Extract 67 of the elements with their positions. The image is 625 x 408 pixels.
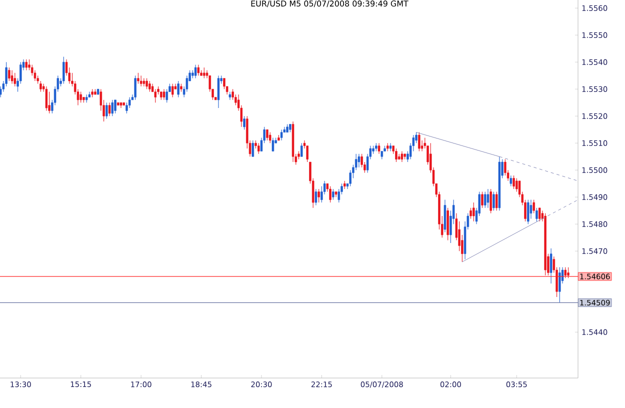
candlestick bbox=[530, 200, 532, 219]
candlestick bbox=[154, 88, 157, 103]
candlestick bbox=[300, 142, 303, 157]
candlestick bbox=[228, 92, 232, 100]
candlestick bbox=[14, 72, 16, 87]
candlestick bbox=[258, 142, 260, 154]
candlestick bbox=[272, 137, 274, 152]
candlestick bbox=[395, 148, 398, 162]
candlestick bbox=[492, 191, 495, 211]
candlestick bbox=[472, 202, 475, 222]
candlestick bbox=[108, 102, 111, 116]
candlestick bbox=[62, 56, 65, 84]
candlestick bbox=[332, 188, 334, 200]
candlestick bbox=[550, 248, 552, 284]
candlestick bbox=[146, 78, 148, 90]
candlestick bbox=[567, 267, 570, 278]
candlestick bbox=[137, 72, 140, 84]
candlestick bbox=[495, 191, 498, 211]
candlestick bbox=[266, 129, 268, 141]
candlestick bbox=[142, 78, 146, 87]
candlestick bbox=[481, 191, 484, 208]
candlestick bbox=[536, 208, 538, 222]
candlestick bbox=[378, 142, 380, 154]
candlestick bbox=[111, 100, 114, 116]
candlestick bbox=[203, 67, 206, 79]
candlestick bbox=[470, 208, 472, 219]
candlestick bbox=[516, 178, 518, 192]
candlestick bbox=[223, 78, 226, 90]
candlestick bbox=[358, 154, 360, 168]
candlestick bbox=[166, 88, 168, 103]
candlestick bbox=[114, 100, 116, 114]
candlestick bbox=[171, 83, 174, 98]
candlestick bbox=[217, 75, 220, 108]
candlestick bbox=[45, 86, 48, 111]
candlestick bbox=[486, 188, 490, 208]
candlestick bbox=[400, 150, 404, 162]
candlestick bbox=[484, 191, 486, 208]
candlestick bbox=[134, 75, 136, 100]
candlestick bbox=[25, 59, 28, 70]
candlestick bbox=[318, 188, 320, 203]
candlestick bbox=[389, 142, 392, 152]
candlestick bbox=[106, 102, 108, 120]
candlestick bbox=[418, 132, 420, 152]
candlestick bbox=[490, 188, 492, 214]
candlestick bbox=[140, 75, 142, 87]
candlestick bbox=[268, 132, 272, 144]
candlestick bbox=[532, 200, 535, 214]
candlestick bbox=[8, 67, 10, 82]
candlestick bbox=[527, 200, 530, 224]
candlestick bbox=[538, 208, 541, 222]
candlestick bbox=[162, 88, 166, 100]
candlestick bbox=[252, 140, 254, 157]
candlestick bbox=[194, 64, 197, 79]
candlestick bbox=[40, 80, 42, 92]
candlestick bbox=[564, 267, 567, 278]
candlestick bbox=[558, 267, 561, 303]
candlestick bbox=[512, 175, 515, 190]
candlestick bbox=[329, 186, 332, 203]
candlestick bbox=[510, 175, 512, 187]
candlestick bbox=[80, 92, 82, 103]
candlestick bbox=[197, 64, 200, 76]
candlestick bbox=[243, 116, 246, 130]
candlestick bbox=[314, 188, 318, 206]
candlestick bbox=[10, 70, 14, 84]
candlestick bbox=[148, 80, 151, 92]
candlestick bbox=[280, 129, 283, 141]
candlestick bbox=[177, 80, 180, 98]
